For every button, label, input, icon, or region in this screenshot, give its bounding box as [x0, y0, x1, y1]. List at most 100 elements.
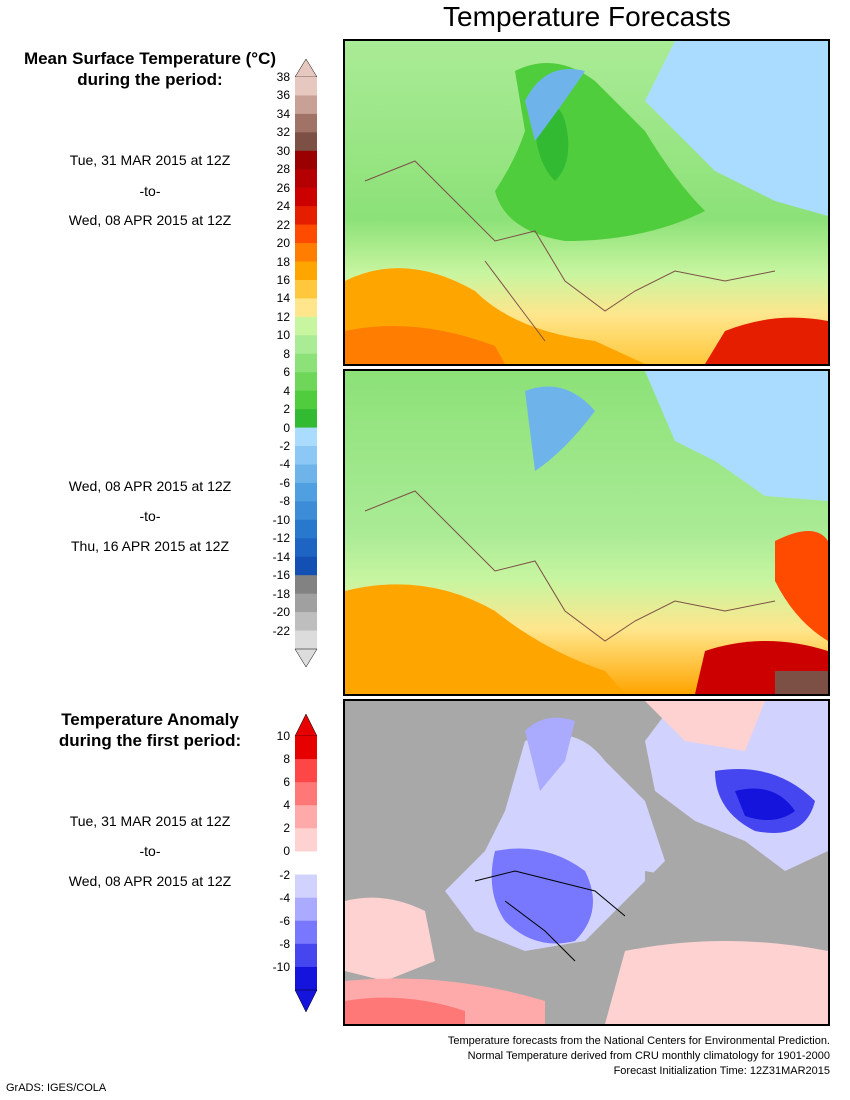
colorbar-swatch: [295, 736, 317, 760]
panel1-heading-line2: during the period:: [77, 70, 223, 89]
map-week2-temperature: [343, 369, 830, 696]
colorbar-swatch: [295, 372, 317, 392]
colorbar-tick-label: -6: [279, 475, 290, 490]
colorbar-swatch: [295, 575, 317, 595]
colorbar-swatch: [295, 206, 317, 226]
panel1-end-date: Wed, 08 APR 2015 at 12Z: [68, 212, 232, 228]
colorbar-tick-label: 2: [283, 821, 290, 836]
panel2-end-date: Thu, 16 APR 2015 at 12Z: [71, 538, 229, 554]
panel1-to-label: -to-: [139, 183, 161, 199]
colorbar-tick-label: 30: [276, 143, 290, 158]
colorbar-tick-label: 6: [283, 775, 290, 790]
colorbar-swatch: [295, 316, 317, 336]
panel1-heading: Mean Surface Temperature (°C) during the…: [0, 48, 300, 90]
colorbar-tick-label: 8: [283, 346, 290, 361]
colorbar-tick-label: 16: [276, 272, 290, 287]
colorbar-swatch: [295, 427, 317, 447]
colorbar-swatch: [295, 169, 317, 189]
panel3-heading: Temperature Anomaly during the first per…: [0, 709, 300, 751]
colorbar-tick-label: 10: [276, 328, 290, 343]
colorbar-swatch: [295, 759, 317, 783]
colorbar-swatch: [295, 243, 317, 263]
colorbar-tick-label: -12: [272, 531, 290, 546]
temperature-colorbar: [294, 58, 318, 668]
colorbar-tick-label: 22: [276, 217, 290, 232]
colorbar-tick-label: -20: [272, 605, 290, 620]
colorbar-tick-label: 2: [283, 402, 290, 417]
colorbar-tick-label: 10: [276, 729, 290, 743]
colorbar-swatch: [295, 187, 317, 207]
colorbar-tick-label: -4: [279, 890, 290, 905]
colorbar-swatch: [295, 920, 317, 945]
panel3-start-date: Tue, 31 MAR 2015 at 12Z: [69, 813, 231, 829]
colorbar-tick-label: -22: [272, 623, 290, 638]
colorbar-tick-label: -10: [272, 512, 290, 527]
panel2-start-date: Wed, 08 APR 2015 at 12Z: [68, 478, 232, 494]
colorbar-swatch: [295, 612, 317, 632]
colorbar-swatch: [295, 353, 317, 373]
colorbar-swatch: [295, 335, 317, 355]
colorbar-tick-label: 24: [276, 199, 290, 214]
colorbar-bottom-arrow: [294, 648, 318, 668]
panel3-heading-line2: during the first period:: [58, 731, 242, 750]
colorbar-tick-label: -2: [279, 867, 290, 882]
colorbar-swatch: [295, 966, 317, 991]
colorbar-tick-label: 14: [276, 291, 290, 306]
colorbar-tick-label: 38: [276, 70, 290, 84]
page-title: Temperature Forecasts: [443, 1, 731, 32]
colorbar-tick-label: 0: [283, 844, 290, 859]
colorbar-tick-label: 32: [276, 125, 290, 140]
colorbar-tick-label: -16: [272, 568, 290, 583]
colorbar-swatch: [295, 482, 317, 502]
colorbar-tick-label: 26: [276, 180, 290, 195]
colorbar-swatch: [295, 501, 317, 521]
colorbar-swatch: [295, 224, 317, 244]
colorbar-swatch: [295, 538, 317, 558]
colorbar-tick-label: 34: [276, 106, 290, 121]
colorbar-swatch: [295, 298, 317, 318]
colorbar-tick-label: -14: [272, 549, 290, 564]
footer-line-2: Normal Temperature derived from CRU mont…: [467, 1050, 830, 1062]
colorbar-tick-label: -8: [279, 936, 290, 951]
colorbar-swatch: [295, 150, 317, 170]
colorbar-tick-label: 8: [283, 752, 290, 767]
panel1-start-date: Tue, 31 MAR 2015 at 12Z: [69, 152, 231, 168]
colorbar-tick-label: -6: [279, 913, 290, 928]
colorbar-tick-label: -10: [272, 959, 290, 974]
colorbar-swatch: [295, 464, 317, 484]
colorbar-tick-label: 36: [276, 88, 290, 103]
colorbar-swatch: [295, 630, 317, 650]
colorbar-tick-label: -18: [272, 586, 290, 601]
anomaly-colorbar: [294, 713, 318, 1013]
colorbar-swatch: [295, 805, 317, 829]
colorbar-tick-label: 4: [283, 798, 290, 813]
colorbar-top-arrow: [294, 713, 318, 737]
map-week1-anomaly: [343, 699, 830, 1026]
colorbar-swatch: [295, 113, 317, 133]
map-week1-temperature: [343, 39, 830, 366]
colorbar-swatch: [295, 897, 317, 922]
grads-credit: GrADS: IGES/COLA: [6, 1082, 107, 1094]
colorbar-tick-label: 28: [276, 162, 290, 177]
colorbar-tick-label: 4: [283, 383, 290, 398]
colorbar-tick-label: 18: [276, 254, 290, 269]
colorbar-swatch: [295, 95, 317, 115]
colorbar-swatch: [295, 874, 317, 899]
colorbar-swatch: [295, 851, 317, 876]
colorbar-swatch: [295, 132, 317, 152]
colorbar-tick-label: -4: [279, 457, 290, 472]
panel3-heading-line1: Temperature Anomaly: [61, 710, 239, 729]
colorbar-swatch: [295, 279, 317, 299]
colorbar-swatch: [295, 261, 317, 281]
footer-line-3: Forecast Initialization Time: 12Z31MAR20…: [613, 1065, 830, 1077]
colorbar-tick-label: -8: [279, 494, 290, 509]
colorbar-tick-label: -2: [279, 439, 290, 454]
colorbar-swatch: [295, 446, 317, 465]
panel3-end-date: Wed, 08 APR 2015 at 12Z: [68, 873, 232, 889]
footer-notes: Temperature forecasts from the National …: [448, 1034, 830, 1079]
colorbar-tick-label: 0: [283, 420, 290, 435]
colorbar-swatch: [295, 556, 317, 576]
colorbar-swatch: [295, 943, 317, 968]
footer-line-1: Temperature forecasts from the National …: [447, 1035, 830, 1047]
colorbar-top-arrow: [294, 58, 318, 78]
